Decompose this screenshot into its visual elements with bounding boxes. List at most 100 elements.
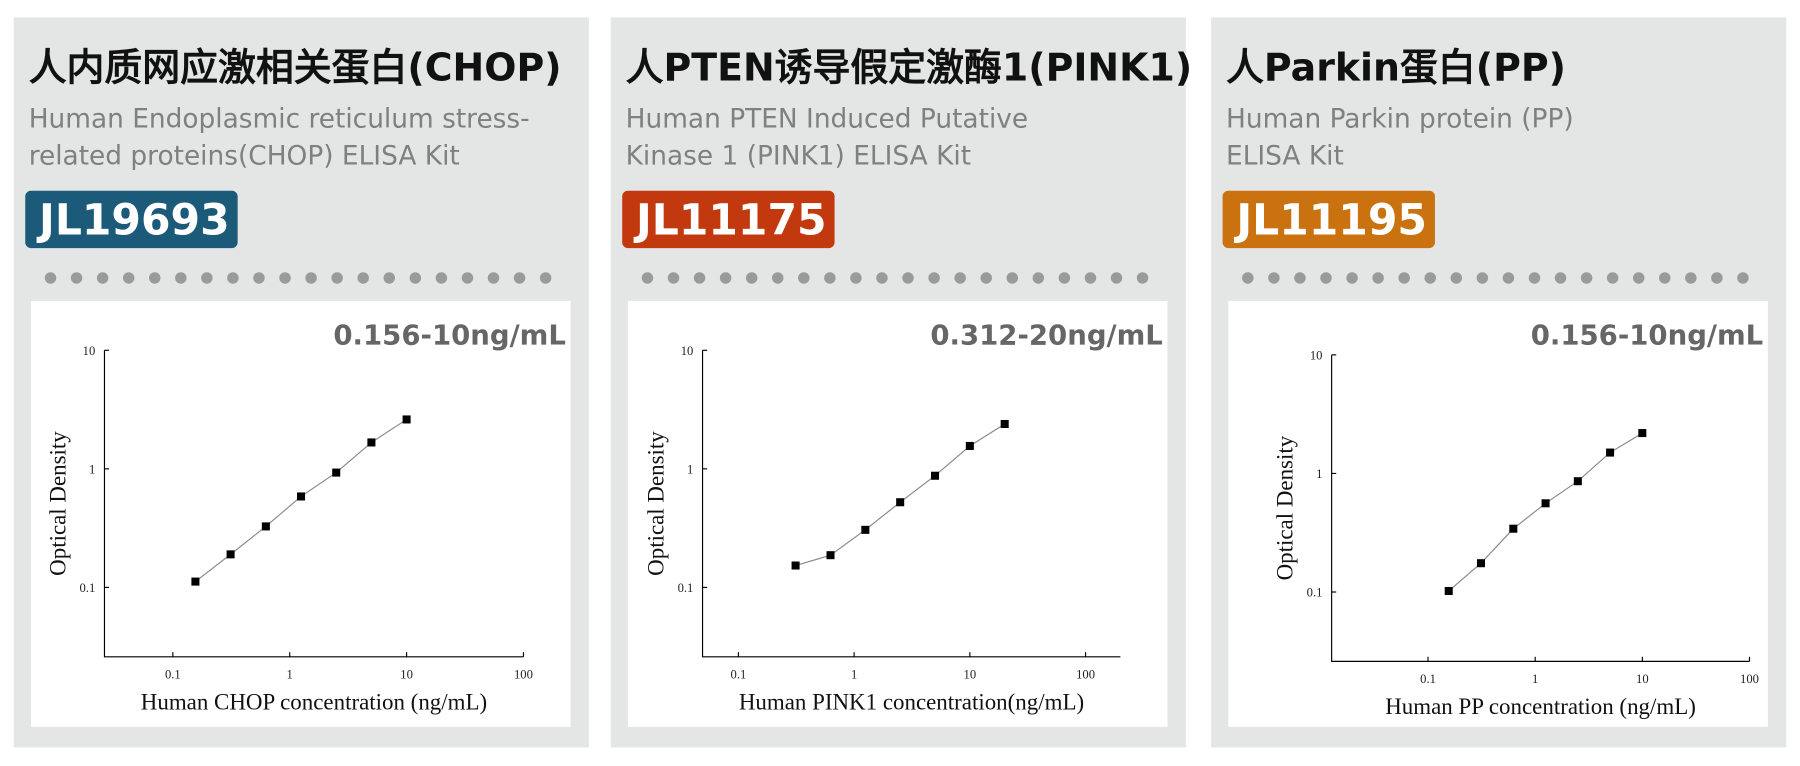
divider-dot xyxy=(693,272,706,284)
x-axis-label: Human PINK1 concentration(ng/mL) xyxy=(739,690,1084,715)
chart-panel xyxy=(1228,300,1768,727)
y-tick-label: 10 xyxy=(83,344,96,358)
product-code: JL11195 xyxy=(1233,196,1427,245)
divider-dot xyxy=(1242,272,1254,284)
data-point xyxy=(226,550,235,559)
card-title: 人PTEN诱导假定激酶1(PINK1) xyxy=(626,46,1193,90)
divider-dot xyxy=(201,272,213,284)
divider-dot xyxy=(227,272,239,284)
detection-range: 0.156-10ng/mL xyxy=(333,320,566,352)
data-point xyxy=(1541,499,1550,508)
data-point xyxy=(332,468,341,477)
y-tick-label: 1 xyxy=(89,462,95,476)
divider-dot xyxy=(1372,272,1384,284)
data-point xyxy=(1638,429,1647,438)
data-point xyxy=(826,551,835,560)
divider-dot xyxy=(1032,272,1045,284)
divider-dot xyxy=(1737,272,1749,284)
data-point xyxy=(1606,448,1615,457)
divider-dot xyxy=(954,272,966,284)
x-tick-label: 0.1 xyxy=(1420,672,1436,686)
divider-dot xyxy=(1554,272,1567,284)
divider-dot xyxy=(745,272,758,284)
data-point xyxy=(297,492,306,501)
divider-dot xyxy=(279,272,291,284)
data-point xyxy=(930,471,940,480)
y-tick-label: 1 xyxy=(1316,467,1322,481)
data-point xyxy=(965,441,974,450)
data-point xyxy=(1476,559,1485,568)
divider-dot xyxy=(539,272,552,284)
axes xyxy=(1331,354,1750,662)
divider-dot xyxy=(435,272,448,284)
data-point xyxy=(261,522,270,531)
x-tick-label: 10 xyxy=(1636,672,1649,686)
y-axis-label: Optical Density xyxy=(1273,435,1298,580)
y-tick-label: 1 xyxy=(687,462,693,476)
data-point xyxy=(861,525,870,534)
divider-dot xyxy=(824,272,836,284)
divider-dot xyxy=(149,272,161,284)
divider-dot xyxy=(1294,272,1306,284)
divider-dot xyxy=(96,272,109,284)
y-tick-label: 10 xyxy=(1310,348,1323,362)
divider-dot xyxy=(1424,272,1436,284)
product-code: JL11175 xyxy=(633,196,827,245)
divider-dot xyxy=(1450,272,1463,284)
data-point xyxy=(896,498,905,507)
data-point xyxy=(191,577,200,586)
divider-dot xyxy=(513,272,526,284)
x-tick-label: 10 xyxy=(964,668,977,682)
data-point xyxy=(367,438,376,447)
card-title: 人内质网应激相关蛋白(CHOP) xyxy=(29,46,562,90)
product-code-badge xyxy=(622,190,835,249)
data-point xyxy=(1509,524,1518,533)
x-tick-label: 0.1 xyxy=(731,668,747,682)
y-axis-label: Optical Density xyxy=(45,431,70,576)
x-tick-label: 100 xyxy=(1740,672,1759,686)
x-tick-label: 0.1 xyxy=(165,668,181,682)
divider-dot xyxy=(1084,272,1097,284)
data-point xyxy=(791,561,800,570)
y-tick-label: 0.1 xyxy=(678,581,694,595)
divider-dot xyxy=(1058,272,1071,284)
divider-dot xyxy=(876,272,888,284)
chart-panel xyxy=(627,300,1168,727)
x-tick-label: 1 xyxy=(851,668,857,682)
divider-dot xyxy=(667,272,680,284)
card-subtitle: Human Parkin protein (PP) xyxy=(1226,104,1574,135)
divider-dot xyxy=(980,272,992,284)
divider-dot xyxy=(1606,272,1619,284)
divider-dot xyxy=(1502,272,1515,284)
divider-dot xyxy=(1476,272,1489,284)
card-subtitle: Kinase 1 (PINK1) ELISA Kit xyxy=(626,140,971,171)
axes xyxy=(701,350,1121,658)
x-axis-label: Human CHOP concentration (ng/mL) xyxy=(141,690,487,715)
divider-dot xyxy=(1110,272,1123,284)
card-subtitle: related proteins(CHOP) ELISA Kit xyxy=(29,140,460,171)
product-code-badge xyxy=(25,190,238,249)
y-tick-label: 10 xyxy=(681,344,694,358)
x-tick-label: 1 xyxy=(1532,672,1538,686)
data-point xyxy=(1444,586,1453,596)
divider-dot xyxy=(1136,272,1149,284)
divider-dot xyxy=(1320,272,1332,284)
card-subtitle: ELISA Kit xyxy=(1226,140,1344,171)
product-code: JL19693 xyxy=(36,196,230,245)
y-tick-label: 0.1 xyxy=(1307,586,1323,600)
divider-dot xyxy=(487,272,500,284)
x-tick-label: 10 xyxy=(400,668,413,682)
detection-range: 0.156-10ng/mL xyxy=(1531,320,1764,352)
divider-dot xyxy=(1632,272,1645,284)
x-tick-label: 100 xyxy=(514,668,533,682)
card-subtitle: Human PTEN Induced Putative xyxy=(626,104,1029,135)
divider-dot xyxy=(1006,272,1019,284)
data-point xyxy=(1573,477,1582,486)
product-code-badge xyxy=(1222,190,1435,249)
divider-dot xyxy=(331,272,343,284)
divider-dot xyxy=(928,272,940,284)
divider-dot xyxy=(719,272,732,284)
divider-dot xyxy=(1685,272,1697,284)
